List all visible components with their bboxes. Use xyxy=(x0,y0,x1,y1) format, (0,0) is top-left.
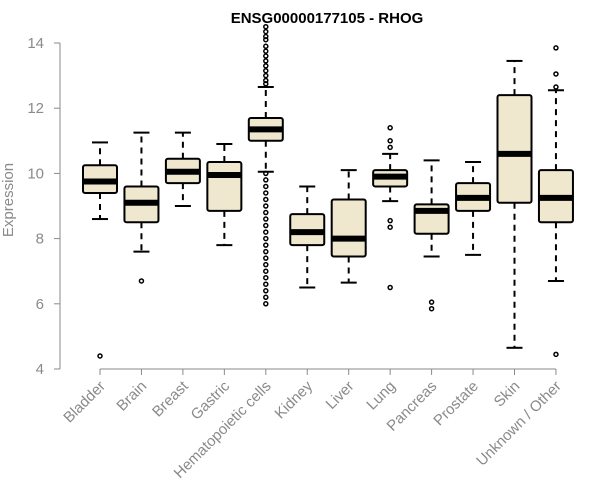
outlier-point xyxy=(387,138,393,144)
iqr-box xyxy=(496,94,533,204)
outlier-point xyxy=(263,268,269,274)
boxes-group xyxy=(82,23,574,359)
outlier-point xyxy=(263,48,269,54)
outlier-point xyxy=(263,23,269,30)
outlier-point xyxy=(263,294,269,301)
box-breast xyxy=(164,131,201,207)
outlier-point xyxy=(428,305,435,312)
box-lung xyxy=(372,125,409,291)
outlier-point xyxy=(263,28,269,35)
outlier-point xyxy=(263,170,269,177)
outlier-point xyxy=(263,63,269,69)
x-tick-label: Liver xyxy=(323,378,358,413)
outlier-point xyxy=(387,125,393,131)
outlier-point xyxy=(263,53,269,59)
outlier-point xyxy=(553,351,559,358)
outlier-point xyxy=(428,299,435,305)
outlier-point xyxy=(263,301,269,307)
outlier-point xyxy=(263,216,269,222)
outlier-point xyxy=(387,284,393,291)
outlier-point xyxy=(263,196,269,203)
iqr-box xyxy=(330,198,367,258)
box-pancreas xyxy=(413,159,450,312)
outlier-point xyxy=(263,235,269,242)
outlier-point xyxy=(97,353,103,359)
chart-title: ENSG00000177105 - RHOG xyxy=(231,10,424,27)
x-tick-label: Kidney xyxy=(272,377,317,422)
outlier-point xyxy=(263,248,269,255)
box-gastric xyxy=(206,143,243,247)
outlier-point xyxy=(387,217,393,224)
y-tick-label: 10 xyxy=(27,165,44,182)
outlier-point xyxy=(263,274,269,281)
outlier-point xyxy=(263,81,269,87)
box-prostate xyxy=(455,160,492,256)
box-kidney xyxy=(289,185,326,289)
outlier-point xyxy=(263,209,269,216)
box-liver xyxy=(330,169,367,284)
outlier-point xyxy=(263,36,269,43)
outlier-point xyxy=(263,183,269,190)
outlier-point xyxy=(263,288,269,294)
y-tick-label: 12 xyxy=(27,100,44,117)
outlier-point xyxy=(387,224,393,230)
outlier-point xyxy=(387,144,393,151)
outlier-point xyxy=(553,84,559,90)
x-tick-label: Brain xyxy=(113,378,150,415)
outlier-point xyxy=(263,203,269,209)
x-tick-label: Skin xyxy=(491,378,524,411)
y-axis: 4 6 8 10 12 14 xyxy=(27,35,61,378)
box-unknown-other xyxy=(537,45,574,358)
outlier-point xyxy=(263,281,269,287)
outlier-point xyxy=(263,177,269,183)
box-skin xyxy=(496,59,533,349)
x-tick-label: Lung xyxy=(363,378,399,414)
outlier-point xyxy=(553,71,559,77)
outlier-point xyxy=(263,190,269,196)
box-hematopoietic-cells xyxy=(247,23,284,307)
outlier-point xyxy=(263,261,269,268)
outlier-point xyxy=(263,72,269,79)
y-axis-label: Expression xyxy=(0,163,17,237)
outlier-point xyxy=(263,67,269,74)
iqr-box xyxy=(206,160,243,212)
box-brain xyxy=(123,131,160,284)
outlier-point xyxy=(138,278,145,284)
outlier-point xyxy=(263,242,269,248)
outlier-point xyxy=(263,255,269,261)
y-tick-label: 8 xyxy=(36,231,44,248)
outlier-point xyxy=(263,58,269,64)
y-tick-label: 14 xyxy=(27,35,44,52)
outlier-point xyxy=(263,43,269,50)
x-tick-label: Breast xyxy=(149,377,192,420)
outlier-point xyxy=(263,222,269,229)
y-tick-label: 6 xyxy=(36,296,44,313)
x-tick-label: Prostate xyxy=(430,378,482,430)
box-bladder xyxy=(82,141,118,359)
outlier-point xyxy=(263,229,269,235)
x-tick-label: Bladder xyxy=(60,378,109,427)
outlier-point xyxy=(553,45,559,51)
y-tick-label: 4 xyxy=(36,361,44,378)
